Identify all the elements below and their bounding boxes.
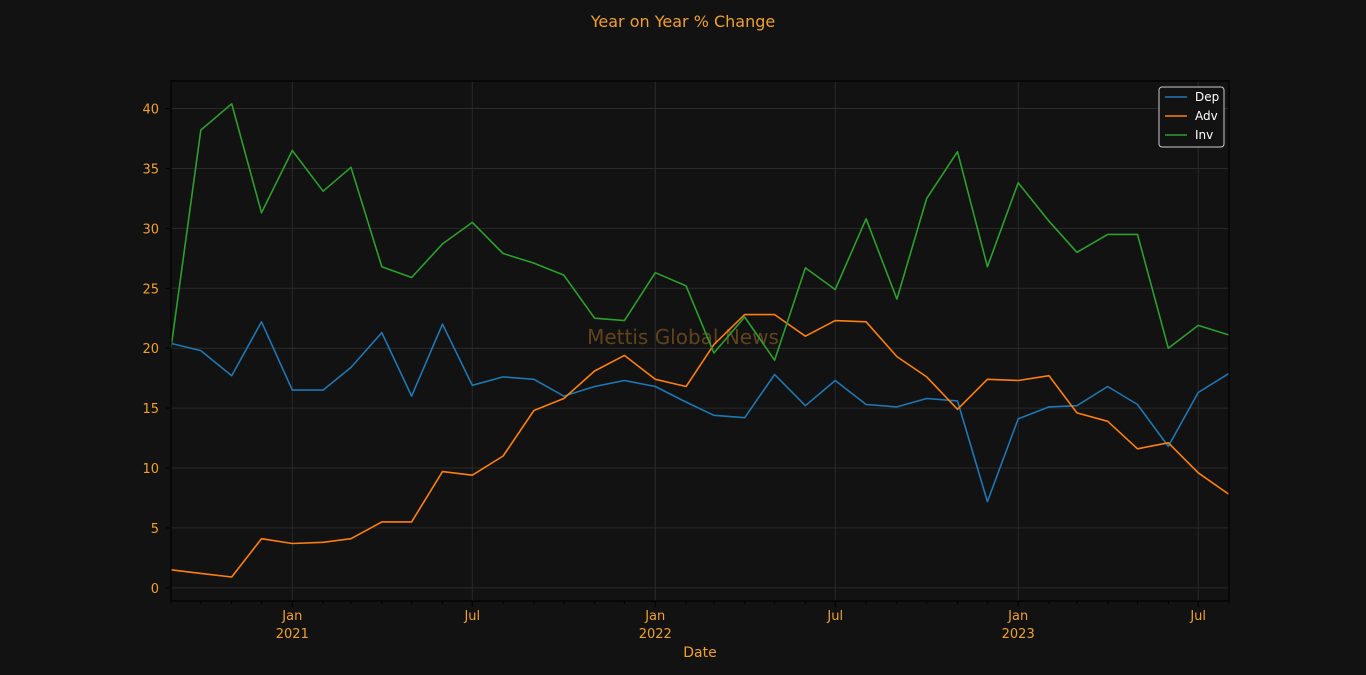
y-tick-label: 15	[142, 402, 159, 417]
series-line-inv	[170, 103, 1230, 362]
y-tick-label: 30	[142, 222, 159, 237]
x-tick-label: Jan	[1007, 609, 1028, 624]
x-tick-label: Jul	[826, 609, 843, 624]
x-axis: Jan 2021 Jul Jan 2022 Jul Jan 2023 Jul	[170, 601, 1230, 642]
legend-box	[1158, 86, 1225, 148]
y-tick-label: 0	[151, 582, 159, 597]
legend: Dep Adv Inv	[1158, 86, 1225, 148]
x-tick-year-label: 2022	[639, 627, 672, 642]
y-axis: 0 5 10 15 20 25 30 35 40	[142, 103, 171, 597]
y-tick-label: 25	[142, 282, 159, 297]
plot-area	[171, 81, 1229, 601]
x-tick-label: Jan	[644, 609, 665, 624]
chart-title: Year on Year % Change	[590, 12, 775, 31]
plot-frame	[170, 80, 1230, 602]
y-tick-label: 40	[142, 103, 159, 118]
legend-label-adv: Adv	[1195, 109, 1218, 123]
series-line-dep	[170, 320, 1230, 503]
x-tick-year-label: 2023	[1002, 627, 1035, 642]
x-tick-year-label: 2021	[276, 627, 309, 642]
y-tick-label: 35	[142, 162, 159, 177]
series-line-adv	[170, 313, 1230, 578]
x-tick-label: Jul	[463, 609, 480, 624]
x-tick-label: Jan	[281, 609, 302, 624]
y-tick-label: 5	[151, 522, 159, 537]
x-tick-label: Jul	[1189, 609, 1206, 624]
legend-label-dep: Dep	[1195, 90, 1219, 104]
grid	[171, 81, 1229, 601]
watermark: Mettis Global News	[587, 325, 779, 349]
y-tick-label: 10	[142, 462, 159, 477]
legend-label-inv: Inv	[1195, 128, 1213, 142]
x-axis-label: Date	[683, 645, 716, 661]
series-lines	[170, 103, 1230, 578]
y-tick-label: 20	[142, 342, 159, 357]
